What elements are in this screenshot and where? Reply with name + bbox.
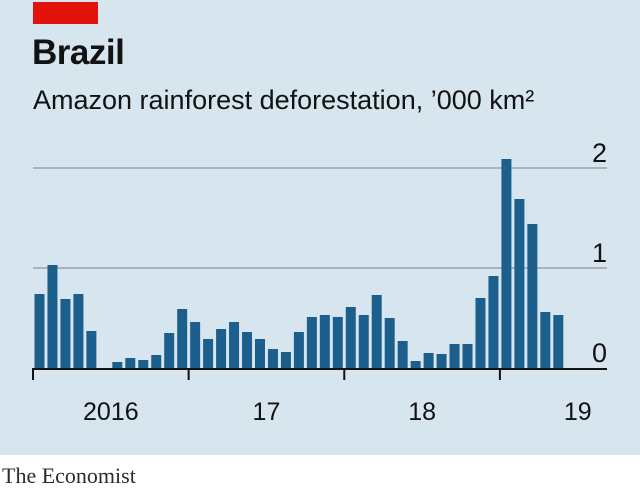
chart-subtitle: Amazon rainforest deforestation, ’000 km… xyxy=(33,85,535,115)
bar xyxy=(371,295,382,368)
x-tick-label: 18 xyxy=(408,398,436,426)
chart-title: Brazil xyxy=(32,33,125,72)
bar xyxy=(436,354,447,368)
bar xyxy=(47,265,58,368)
bar xyxy=(553,315,564,368)
bar xyxy=(475,298,486,368)
x-axis xyxy=(32,368,607,380)
bar xyxy=(449,344,460,368)
y-tick-label: 0 xyxy=(592,338,607,368)
bar xyxy=(462,344,473,368)
source-credit: The Economist xyxy=(2,463,136,488)
bar xyxy=(540,312,551,368)
bar xyxy=(423,353,434,368)
bar xyxy=(306,317,317,368)
bar xyxy=(190,322,201,368)
bar xyxy=(397,341,408,368)
bar xyxy=(86,331,97,368)
bar xyxy=(242,332,253,368)
bar xyxy=(34,294,45,368)
tick-labels: 0 1 2 2016 17 18 19 xyxy=(83,138,607,426)
bar xyxy=(488,276,499,368)
x-tick-label: 2016 xyxy=(83,398,139,426)
y-tick-label: 1 xyxy=(592,238,607,268)
bar xyxy=(73,294,84,368)
bar xyxy=(384,318,395,368)
bar xyxy=(138,360,149,368)
bar xyxy=(164,333,175,368)
bar xyxy=(151,355,162,368)
brand-red-tag xyxy=(33,2,98,24)
bar xyxy=(177,309,188,368)
bar xyxy=(216,329,227,368)
x-tick-label: 19 xyxy=(564,398,592,426)
bar xyxy=(319,315,330,368)
bars xyxy=(34,159,564,368)
bar xyxy=(267,349,278,368)
bar xyxy=(501,159,512,368)
bar xyxy=(60,299,71,368)
y-tick-label: 2 xyxy=(592,138,607,168)
x-tick-label: 17 xyxy=(253,398,281,426)
bar xyxy=(229,322,240,368)
bar xyxy=(332,317,343,368)
bar xyxy=(112,362,123,368)
bar-chart: 0 1 2 2016 17 18 19 xyxy=(32,138,607,426)
bar xyxy=(293,332,304,368)
bar xyxy=(254,339,265,368)
bar xyxy=(125,358,136,368)
bar xyxy=(514,199,525,368)
bar xyxy=(345,307,356,368)
bar xyxy=(410,361,421,368)
bar xyxy=(280,352,291,368)
bar xyxy=(203,339,214,368)
bar xyxy=(358,315,369,368)
bar xyxy=(527,224,538,368)
